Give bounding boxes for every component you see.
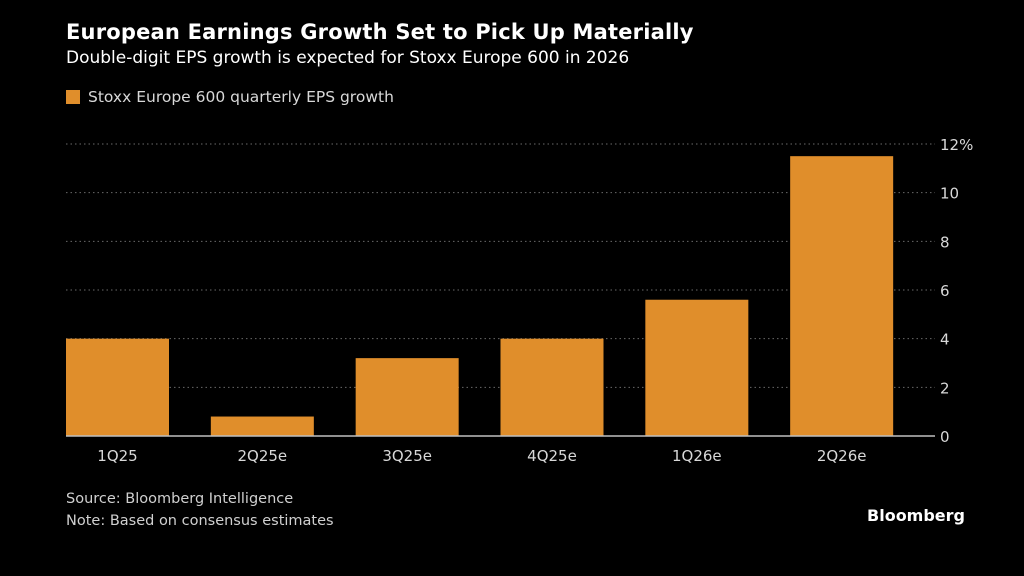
- x-tick-label: 2Q25e: [237, 447, 287, 465]
- bar-1Q26e: [645, 299, 749, 436]
- source-note: Source: Bloomberg Intelligence: [66, 491, 294, 507]
- x-tick-label: 4Q25e: [527, 447, 577, 465]
- y-tick-label: 2: [940, 379, 950, 397]
- y-tick-label: 10: [940, 185, 959, 203]
- x-tick-label: 1Q25: [97, 447, 137, 465]
- bloomberg-logo: Bloomberg: [867, 506, 965, 525]
- y-tick-label: 6: [940, 282, 950, 300]
- legend-label: Stoxx Europe 600 quarterly EPS growth: [88, 88, 394, 106]
- bar-1Q25: [66, 338, 169, 436]
- bar-2Q26e: [790, 156, 894, 436]
- chart-legend: Stoxx Europe 600 quarterly EPS growth: [66, 88, 394, 106]
- y-tick-label: 4: [940, 331, 950, 349]
- chart-footer: Source: Bloomberg Intelligence Note: Bas…: [66, 488, 334, 532]
- y-tick-label: 8: [940, 233, 950, 251]
- x-tick-label: 2Q26e: [817, 447, 867, 465]
- bar-3Q25e: [355, 358, 459, 436]
- y-tick-label: 0: [940, 428, 950, 446]
- consensus-note: Note: Based on consensus estimates: [66, 513, 334, 529]
- chart-subtitle: Double-digit EPS growth is expected for …: [66, 48, 630, 68]
- x-tick-label: 1Q26e: [672, 447, 722, 465]
- legend-swatch: [66, 90, 80, 104]
- y-tick-label: 12%: [940, 136, 973, 154]
- chart-title: European Earnings Growth Set to Pick Up …: [66, 20, 694, 44]
- bar-2Q25e: [210, 416, 314, 436]
- bar-4Q25e: [500, 338, 604, 436]
- x-tick-label: 3Q25e: [382, 447, 432, 465]
